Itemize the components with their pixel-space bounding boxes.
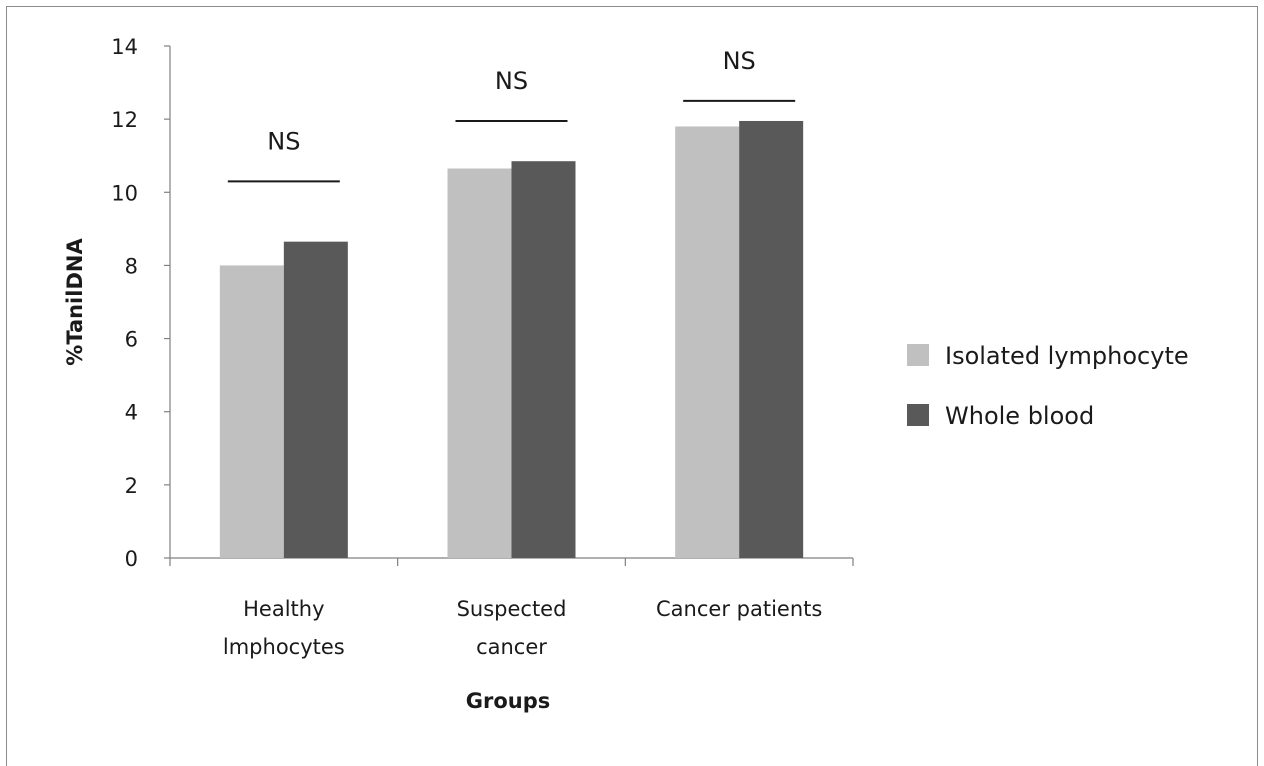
x-category-label: Suspected xyxy=(457,597,567,621)
legend-label: Whole blood xyxy=(945,402,1094,430)
bars xyxy=(219,120,804,558)
legend-label: Isolated lymphocyte xyxy=(945,342,1189,370)
annotations: NS NS NS xyxy=(227,47,796,183)
legend: Isolated lymphocyte Whole blood xyxy=(907,342,1189,430)
y-tick-label: 12 xyxy=(111,108,138,132)
significance-label: NS xyxy=(495,67,528,95)
y-axis-title: %TanilDNA xyxy=(63,238,87,366)
y-tick-label: 0 xyxy=(125,547,138,571)
x-axis-title: Groups xyxy=(466,689,551,713)
legend-swatch xyxy=(907,344,929,366)
y-tick-label: 2 xyxy=(125,474,138,498)
chart-frame xyxy=(6,6,1258,766)
y-tick-label: 14 xyxy=(111,35,138,59)
axes: 0 2 4 6 8 10 12 14 Healthy lmphocytes Suspected can… xyxy=(111,35,854,659)
x-category-label: lmphocytes xyxy=(223,635,345,659)
y-tick-label: 4 xyxy=(125,401,138,425)
bar xyxy=(739,120,804,558)
significance-label: NS xyxy=(267,127,300,155)
y-tick-label: 10 xyxy=(111,181,138,205)
x-category-label: Cancer patients xyxy=(656,597,822,621)
x-category-label: Healthy xyxy=(243,597,324,621)
legend-swatch xyxy=(907,404,929,426)
bar xyxy=(675,126,740,558)
bar xyxy=(219,265,284,558)
bar xyxy=(511,161,576,558)
y-tick-label: 8 xyxy=(125,254,138,278)
x-category-label: cancer xyxy=(476,635,547,659)
y-tick-label: 6 xyxy=(125,328,138,352)
significance-label: NS xyxy=(723,47,756,75)
bar xyxy=(283,241,348,558)
bar xyxy=(447,168,512,558)
